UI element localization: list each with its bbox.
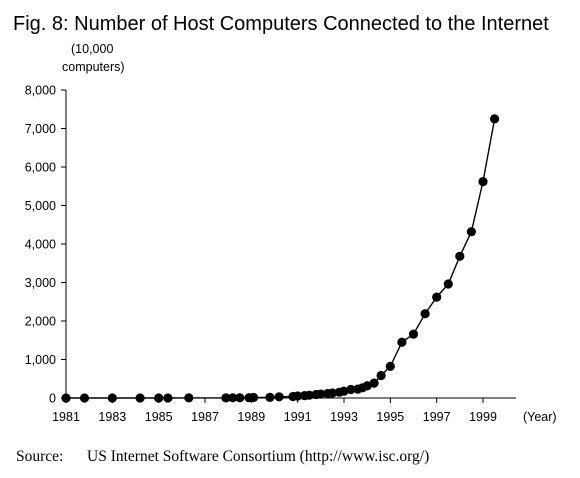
y-axis-unit-line-2: computers): [62, 60, 125, 74]
data-point: [154, 393, 164, 403]
data-point: [362, 381, 372, 391]
y-tick-label: 6,000: [25, 161, 56, 175]
data-point: [107, 393, 117, 403]
data-point: [235, 393, 245, 403]
series-line: [66, 118, 496, 399]
data-point: [466, 227, 476, 237]
data-point: [420, 309, 430, 319]
source-text: US Internet Software Consortium (http://…: [87, 448, 429, 465]
y-tick-label: 1,000: [25, 353, 56, 367]
y-axis-ticks: 0 1,000 2,000 3,000 4,000 5,000 6,000 7,000 8,00…: [25, 84, 66, 406]
x-tick-label: 1991: [284, 410, 312, 424]
data-point: [478, 177, 488, 187]
data-point: [304, 390, 314, 400]
source-label: Source:: [16, 448, 63, 465]
x-tick-label: 1993: [330, 410, 358, 424]
data-point: [432, 292, 442, 302]
y-axis-unit-line-1: (10,000: [71, 42, 113, 56]
chart-title: Fig. 8: Number of Host Computers Connect…: [13, 13, 549, 35]
data-point: [135, 393, 145, 403]
data-point: [61, 393, 71, 403]
y-tick-label: 2,000: [25, 315, 56, 329]
x-tick-label: 1989: [237, 410, 265, 424]
data-point: [249, 392, 259, 403]
y-tick-label: 7,000: [25, 122, 56, 136]
x-tick-label: 1997: [423, 410, 451, 424]
data-point: [346, 384, 356, 395]
data-point: [265, 392, 275, 402]
data-point: [339, 386, 349, 396]
data-point: [221, 393, 231, 403]
data-point: [490, 114, 500, 124]
x-axis-label: (Year): [523, 410, 557, 424]
data-point: [228, 393, 238, 403]
data-point: [369, 378, 379, 388]
data-point: [443, 279, 453, 289]
data-point: [408, 329, 419, 339]
x-axis-ticks: 1981 1983 1985 1987 1989 1991 1993 1995 1997 1999: [52, 398, 497, 424]
data-point: [376, 370, 386, 381]
y-tick-label: 3,000: [25, 276, 56, 290]
series-points: [61, 114, 500, 403]
x-tick-label: 1983: [98, 410, 126, 424]
data-point: [316, 389, 326, 399]
data-point: [293, 391, 303, 401]
x-tick-label: 1985: [145, 410, 173, 424]
y-tick-label: 4,000: [25, 238, 56, 252]
data-point: [79, 393, 90, 403]
x-tick-label: 1995: [376, 410, 404, 424]
x-tick-label: 1981: [52, 410, 80, 424]
data-point: [455, 251, 465, 261]
data-point: [163, 393, 173, 403]
data-point: [184, 393, 194, 403]
x-tick-label: 1987: [191, 410, 219, 424]
data-point: [274, 392, 284, 402]
data-point: [385, 361, 395, 371]
y-tick-label: 8,000: [25, 84, 56, 98]
data-point: [327, 388, 337, 398]
y-tick-label: 0: [49, 392, 56, 406]
x-tick-label: 1999: [469, 410, 497, 424]
data-point: [397, 337, 407, 347]
y-tick-label: 5,000: [25, 199, 56, 213]
